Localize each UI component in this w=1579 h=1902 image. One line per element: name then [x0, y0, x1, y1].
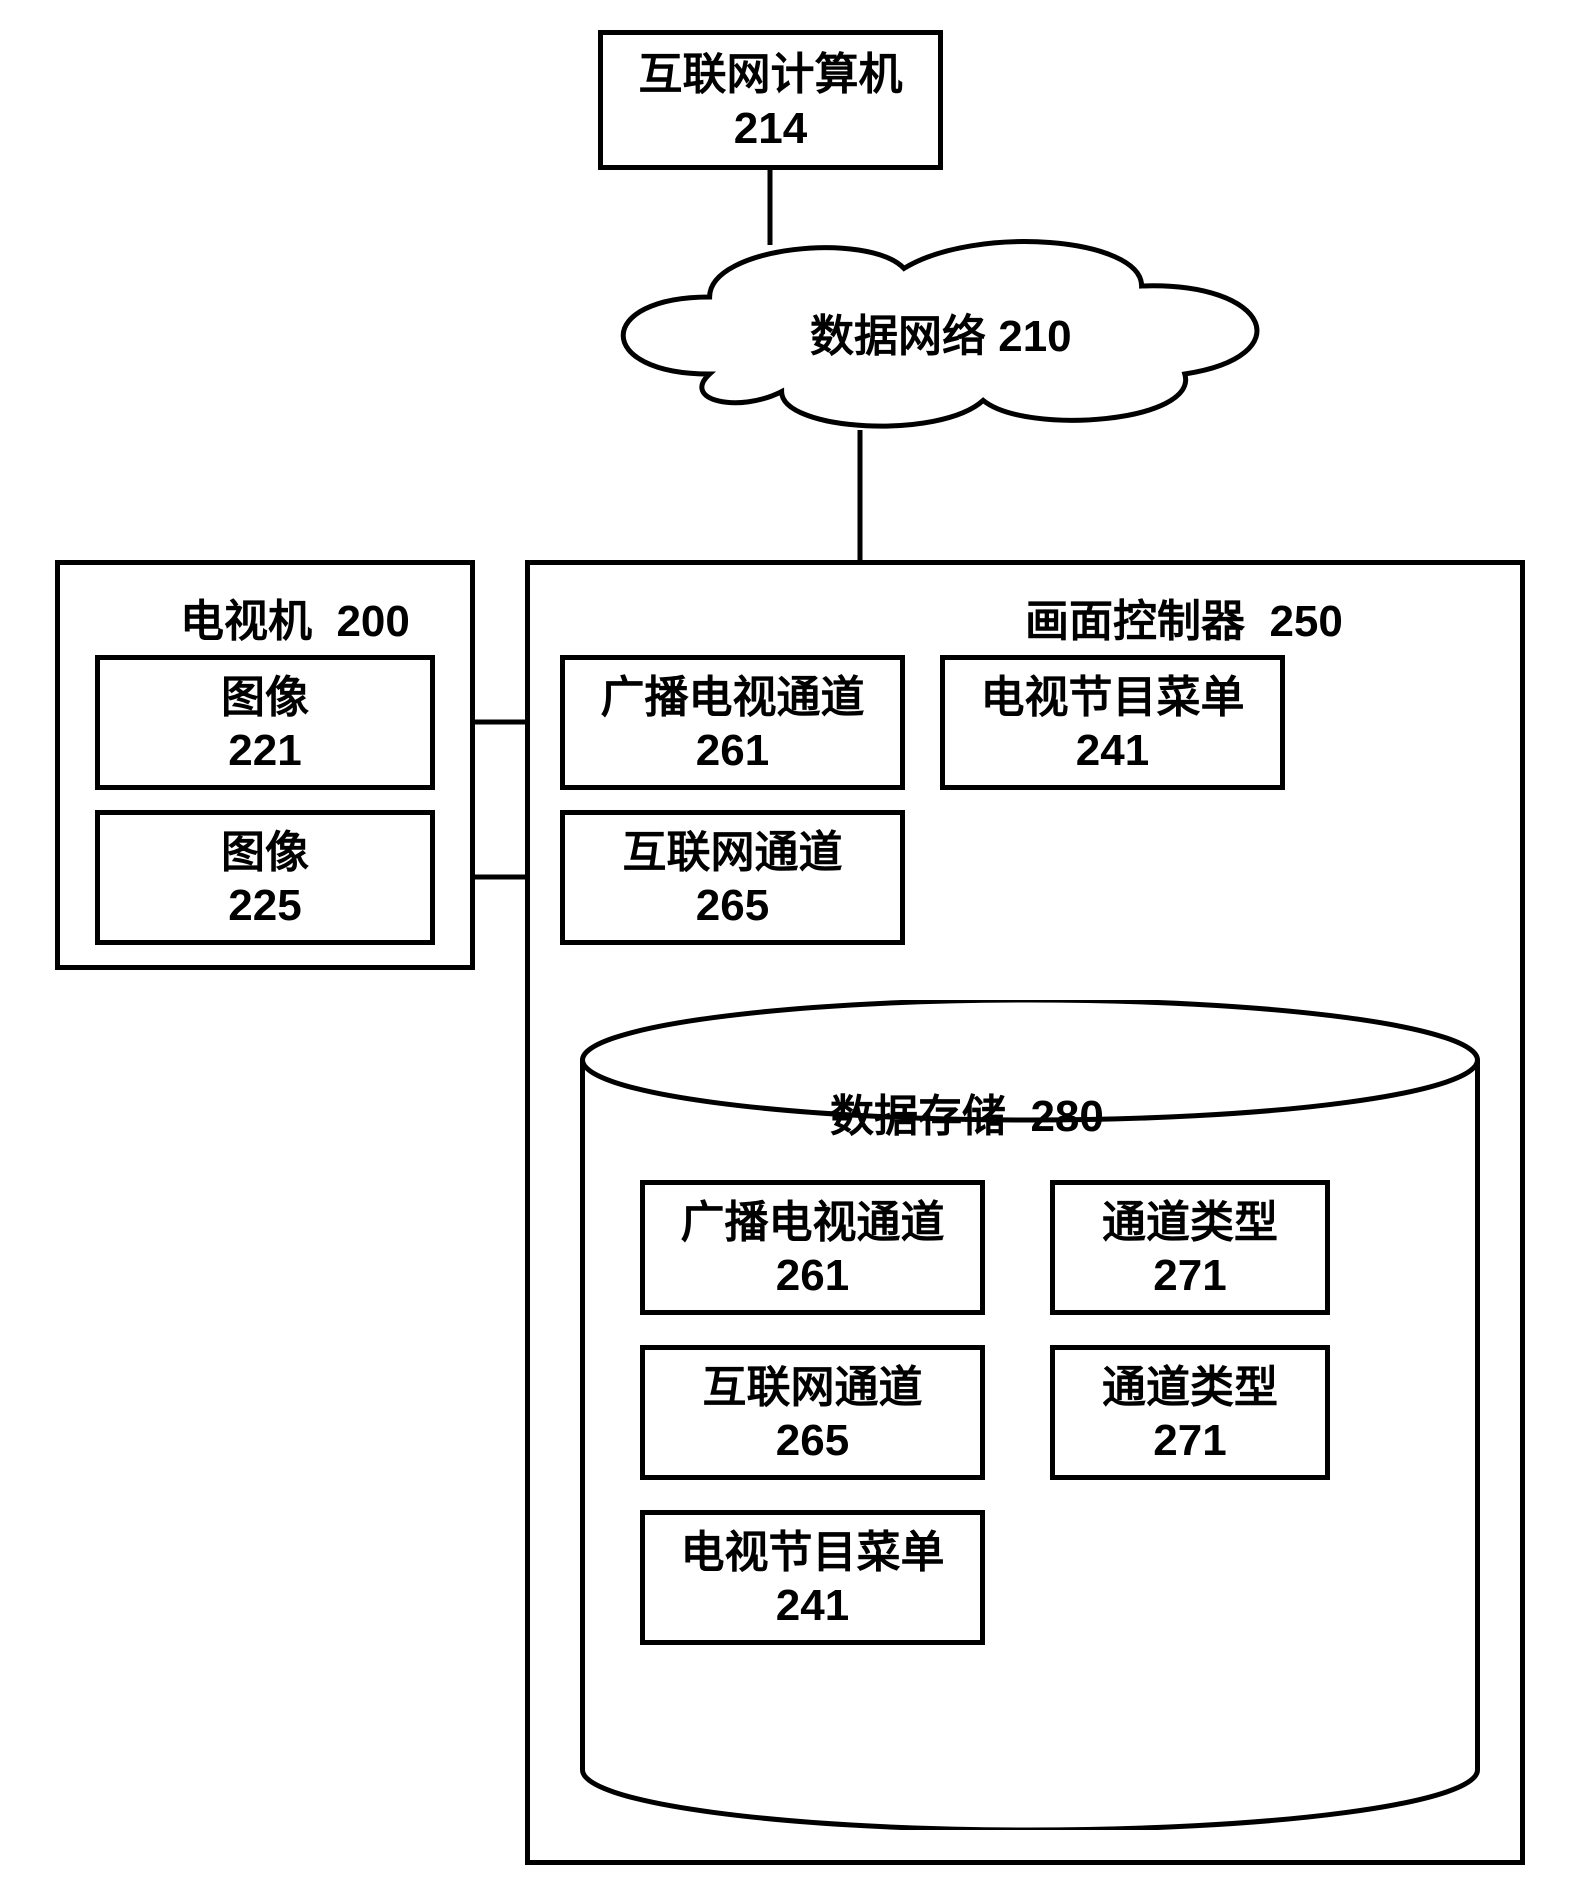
tv-image2-label: 图像 [221, 824, 309, 881]
tv-menu-number: 241 [1076, 726, 1149, 776]
ds-broadcast-number: 261 [776, 1251, 849, 1301]
ds-header-label: 数据存储 [830, 1092, 1006, 1141]
internet-channel-box: 互联网通道 265 [560, 810, 905, 945]
ds-internet-label: 互联网通道 [703, 1359, 923, 1416]
tv-header-number: 200 [336, 597, 409, 646]
broadcast-channel-box: 广播电视通道 261 [560, 655, 905, 790]
ds-broadcast-channel-box: 广播电视通道 261 [640, 1180, 985, 1315]
ds-chtype2-label: 通道类型 [1102, 1359, 1278, 1416]
internet-computer-label: 互联网计算机 [639, 46, 903, 103]
ds-tvmenu-label: 电视节目菜单 [681, 1524, 945, 1581]
internet-computer-box: 互联网计算机 214 [598, 30, 943, 170]
tv-image1-box: 图像 221 [95, 655, 435, 790]
tv-menu-box: 电视节目菜单 241 [940, 655, 1285, 790]
tv-image2-number: 225 [228, 881, 301, 931]
ds-tvmenu-number: 241 [776, 1581, 849, 1631]
data-network-label: 数据网络 210 [810, 300, 1072, 364]
ds-broadcast-label: 广播电视通道 [681, 1194, 945, 1251]
tv-image1-number: 221 [228, 726, 301, 776]
ds-internet-channel-box: 互联网通道 265 [640, 1345, 985, 1480]
data-storage-header: 数据存储 280 [830, 1080, 1104, 1144]
internet-computer-number: 214 [734, 104, 807, 154]
ds-chtype2-number: 271 [1153, 1416, 1226, 1466]
ds-chtype1-label: 通道类型 [1102, 1194, 1278, 1251]
ds-tv-menu-box: 电视节目菜单 241 [640, 1510, 985, 1645]
ds-header-number: 280 [1030, 1092, 1103, 1141]
tv-image2-box: 图像 225 [95, 810, 435, 945]
ds-chtype1-number: 271 [1153, 1251, 1226, 1301]
tv-header: 电视机 200 [180, 585, 410, 649]
tv-menu-label: 电视节目菜单 [981, 669, 1245, 726]
broadcast-channel-number: 261 [696, 726, 769, 776]
internet-channel-number: 265 [696, 881, 769, 931]
screen-controller-header: 画面控制器 250 [1025, 585, 1343, 649]
ds-channel-type2-box: 通道类型 271 [1050, 1345, 1330, 1480]
sc-header-number: 250 [1269, 597, 1342, 646]
internet-channel-label: 互联网通道 [623, 824, 843, 881]
tv-image1-label: 图像 [221, 669, 309, 726]
ds-internet-number: 265 [776, 1416, 849, 1466]
ds-channel-type1-box: 通道类型 271 [1050, 1180, 1330, 1315]
sc-header-label: 画面控制器 [1025, 597, 1245, 646]
broadcast-channel-label: 广播电视通道 [601, 669, 865, 726]
tv-header-label: 电视机 [180, 597, 312, 646]
diagram-canvas: 互联网计算机 214 数据网络 210 电视机 200 图像 221 图像 22… [0, 0, 1579, 1902]
